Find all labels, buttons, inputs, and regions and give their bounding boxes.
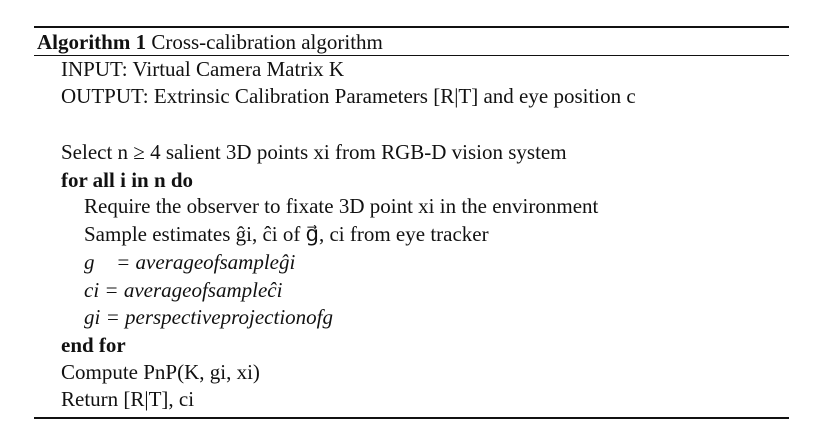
select-line: Select n ≥ 4 salient 3D points xi from R… [61,140,567,164]
end-for-line: end for [61,333,126,357]
sample-line: Sample estimates ĝi, ĉi of g⃗, ci from e… [84,222,489,246]
c-average-text: ci = averageofsampleĉi [84,278,283,302]
header-rule [34,55,789,56]
g-average-line: g⃗ = averageofsampleĝi [84,250,295,274]
return-line: Return [R|T], ci [61,387,195,411]
c-average-line: ci = averageofsampleĉi [84,278,282,302]
for-all-text: for all i in n do [61,168,194,192]
bottom-rule [34,417,789,419]
algorithm-title: Cross-calibration algorithm [151,30,383,54]
g-average-text: g⃗ = averageofsampleĝi [84,250,296,274]
g-projection-text: gi = perspectiveprojectionofg⃗ [84,305,350,329]
compute-line: Compute PnP(K, gi, xi) [61,360,260,384]
require-line: Require the observer to fixate 3D point … [84,194,599,218]
end-for-text: end for [61,333,126,357]
algorithm-header: Algorithm 1 Cross-calibration algorithm [37,30,383,54]
top-rule [34,26,789,28]
output-line: OUTPUT: Extrinsic Calibration Parameters… [61,84,636,108]
algorithm-label: Algorithm 1 [37,30,147,54]
g-projection-line: gi = perspectiveprojectionofg⃗ [84,305,349,329]
input-line: INPUT: Virtual Camera Matrix K [61,57,345,81]
for-all-line: for all i in n do [61,168,193,192]
